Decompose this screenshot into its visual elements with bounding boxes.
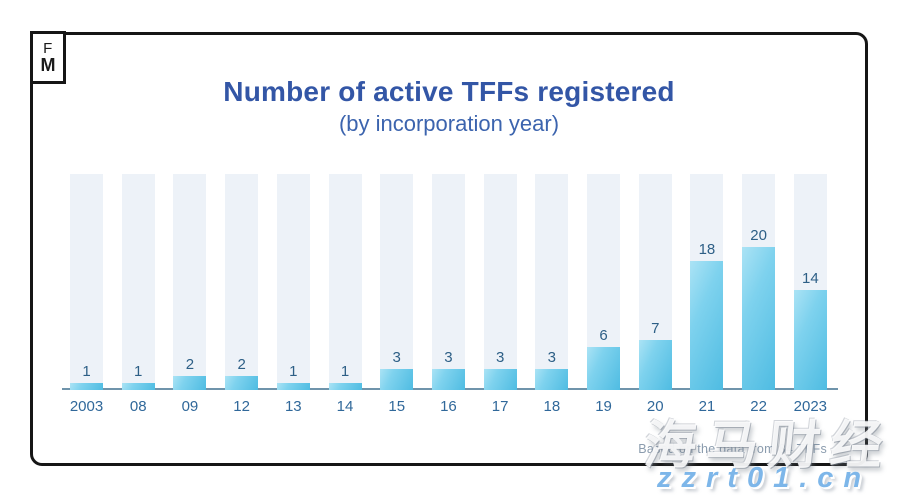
title-block: Number of active TFFs registered (by inc… — [30, 76, 868, 137]
bar — [690, 261, 724, 390]
chart-column: 6 — [587, 174, 621, 390]
chart-column: 2 — [225, 174, 259, 390]
bar-value-label: 1 — [134, 363, 143, 380]
chart-column: 20 — [742, 174, 776, 390]
chart-column: 14 — [793, 174, 827, 390]
bar — [276, 383, 310, 390]
bar — [70, 383, 103, 390]
chart-column: 3 — [483, 174, 517, 390]
x-axis-label: 12 — [233, 398, 250, 415]
x-axis-label: 16 — [440, 398, 457, 415]
x-axis-label: 17 — [491, 398, 509, 415]
chart-column: 7 — [638, 174, 672, 390]
x-axis-label: 08 — [129, 398, 147, 415]
chart-column: 1 — [328, 174, 362, 390]
bar — [431, 369, 465, 390]
x-axis-label: 18 — [543, 398, 561, 415]
watermark-url: zzrt01.cn — [657, 462, 872, 494]
x-axis-label: 19 — [595, 398, 612, 415]
chart-column: 1 — [276, 174, 310, 390]
bar-value-label: 3 — [495, 349, 505, 366]
bar-value-label: 7 — [651, 320, 660, 337]
bar-value-label: 2 — [237, 356, 246, 373]
bar-value-label: 2 — [185, 356, 195, 373]
bar — [638, 340, 672, 390]
bar — [535, 369, 569, 390]
bar-value-label: 20 — [750, 227, 767, 244]
fm-logo: F M — [30, 31, 66, 84]
x-axis-label: 2003 — [69, 398, 104, 415]
bar-value-label: 18 — [698, 241, 716, 258]
chart-column: 3 — [380, 174, 414, 390]
bar-value-label: 1 — [82, 363, 91, 380]
bar-value-label: 1 — [289, 363, 298, 380]
chart-subtitle: (by incorporation year) — [338, 111, 560, 136]
x-axis-label: 20 — [646, 398, 664, 415]
bar-value-label: 3 — [444, 349, 453, 366]
bar — [121, 383, 155, 390]
x-axis-label: 2023 — [793, 398, 828, 415]
chart-column: 1 — [121, 174, 155, 390]
x-axis-label: 22 — [750, 398, 767, 415]
logo-letter-f: F — [43, 39, 53, 57]
chart-column: 2 — [173, 174, 207, 390]
x-axis-label: 14 — [336, 398, 354, 415]
chart-column: 3 — [431, 174, 465, 390]
bar — [225, 376, 259, 390]
logo-letter-m: M — [40, 54, 56, 75]
bar-value-label: 1 — [340, 363, 350, 380]
bar-value-label: 3 — [547, 349, 556, 366]
bar — [173, 376, 207, 390]
chart-column: 1 — [70, 174, 103, 390]
x-axis-label: 15 — [388, 398, 406, 415]
bar-value-label: 14 — [802, 270, 819, 287]
footnote: Based on the data from 84 TFFs — [638, 442, 827, 456]
bar — [793, 290, 827, 390]
bar — [587, 347, 621, 390]
bar — [328, 383, 362, 390]
x-axis-label: 13 — [284, 398, 302, 415]
bar-value-label: 6 — [599, 327, 608, 344]
x-axis-labels: 2003 08 09 12 13 14 15 16 17 18 19 20 21 22 2023 — [70, 398, 827, 415]
x-axis-label: 21 — [698, 398, 716, 415]
chart-title: Number of active TFFs registered — [223, 76, 675, 107]
bar — [483, 369, 517, 390]
bar-chart: 1 1 2 2 1 1 3 3 3 3 6 7 18 20 14 — [70, 174, 827, 390]
bar — [742, 247, 776, 390]
chart-column: 18 — [690, 174, 724, 390]
chart-column: 3 — [535, 174, 569, 390]
bar — [380, 369, 414, 390]
bar-value-label: 3 — [392, 349, 401, 366]
x-axis-label: 09 — [181, 398, 199, 415]
